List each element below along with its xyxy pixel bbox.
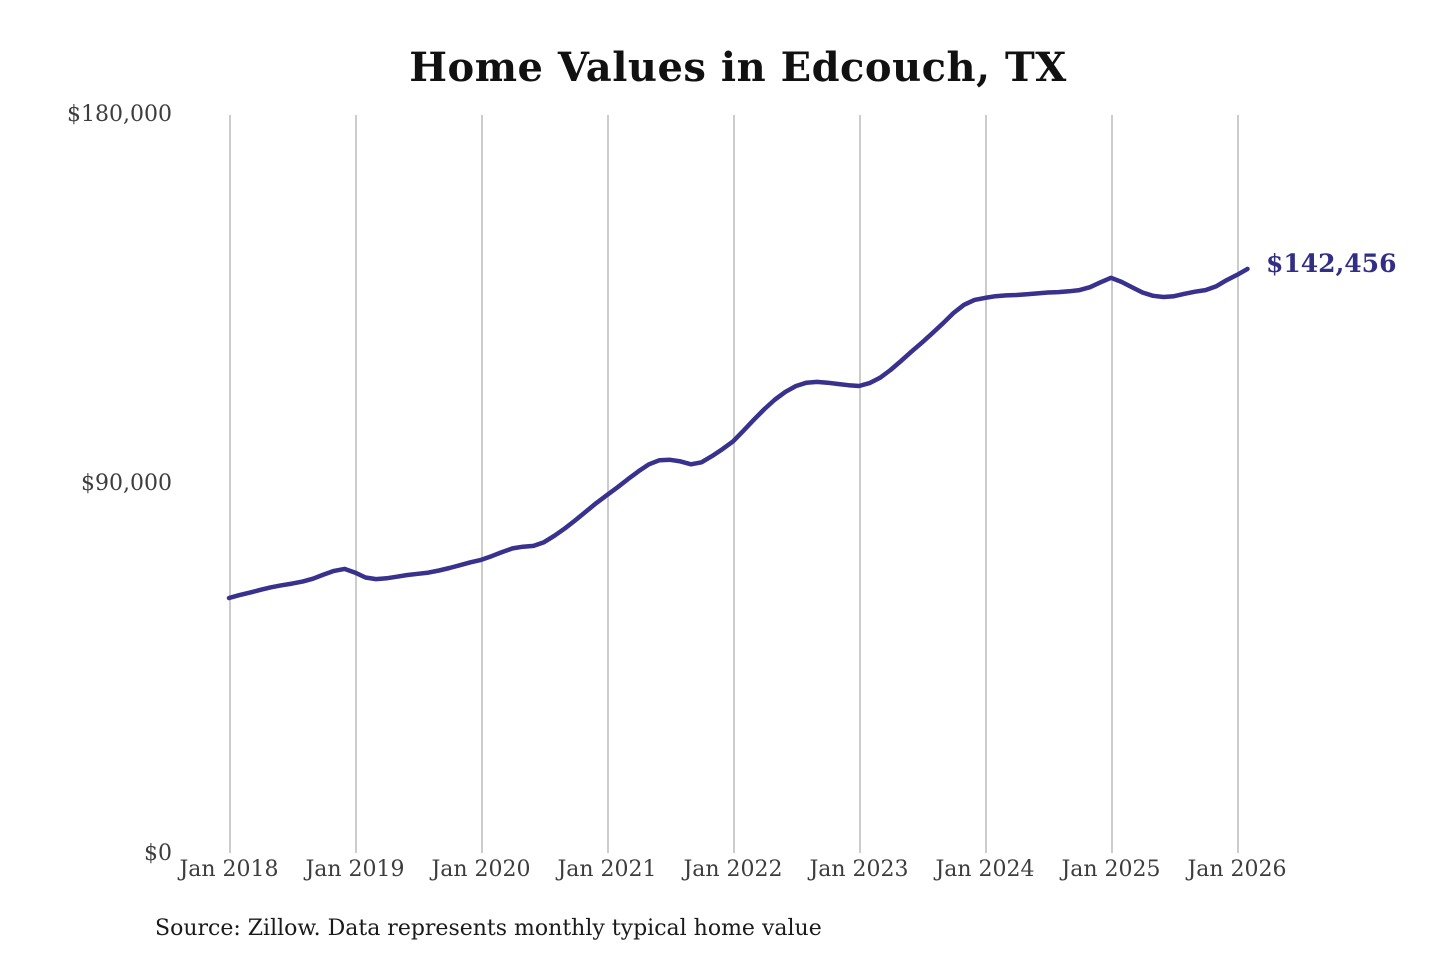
gridline-jan-2024 — [985, 115, 987, 853]
home-value-line — [226, 266, 1250, 601]
x-tick-jan-2023: Jan 2023 — [809, 857, 909, 882]
y-tick-180000: $180,000 — [67, 102, 172, 127]
gridline-jan-2020 — [481, 115, 483, 853]
gridline-jan-2026 — [1237, 115, 1239, 853]
x-tick-jan-2026: Jan 2026 — [1187, 857, 1287, 882]
gridline-jan-2018 — [229, 115, 231, 853]
x-tick-jan-2022: Jan 2022 — [683, 857, 783, 882]
x-tick-jan-2021: Jan 2021 — [557, 857, 657, 882]
x-tick-jan-2025: Jan 2025 — [1061, 857, 1161, 882]
x-tick-jan-2020: Jan 2020 — [431, 857, 531, 882]
gridline-jan-2021 — [607, 115, 609, 853]
chart-title: Home Values in Edcouch, TX — [409, 44, 1067, 91]
latest-value-label: $142,456 — [1266, 249, 1397, 278]
y-tick-0: $0 — [144, 841, 172, 866]
gridline-jan-2023 — [859, 115, 861, 853]
x-tick-jan-2018: Jan 2018 — [179, 857, 279, 882]
gridline-jan-2019 — [355, 115, 357, 853]
y-tick-90000: $90,000 — [81, 471, 172, 496]
x-tick-jan-2024: Jan 2024 — [935, 857, 1035, 882]
x-tick-jan-2019: Jan 2019 — [305, 857, 405, 882]
gridline-jan-2025 — [1111, 115, 1113, 853]
gridline-jan-2022 — [733, 115, 735, 853]
source-note: Source: Zillow. Data represents monthly … — [155, 916, 822, 941]
